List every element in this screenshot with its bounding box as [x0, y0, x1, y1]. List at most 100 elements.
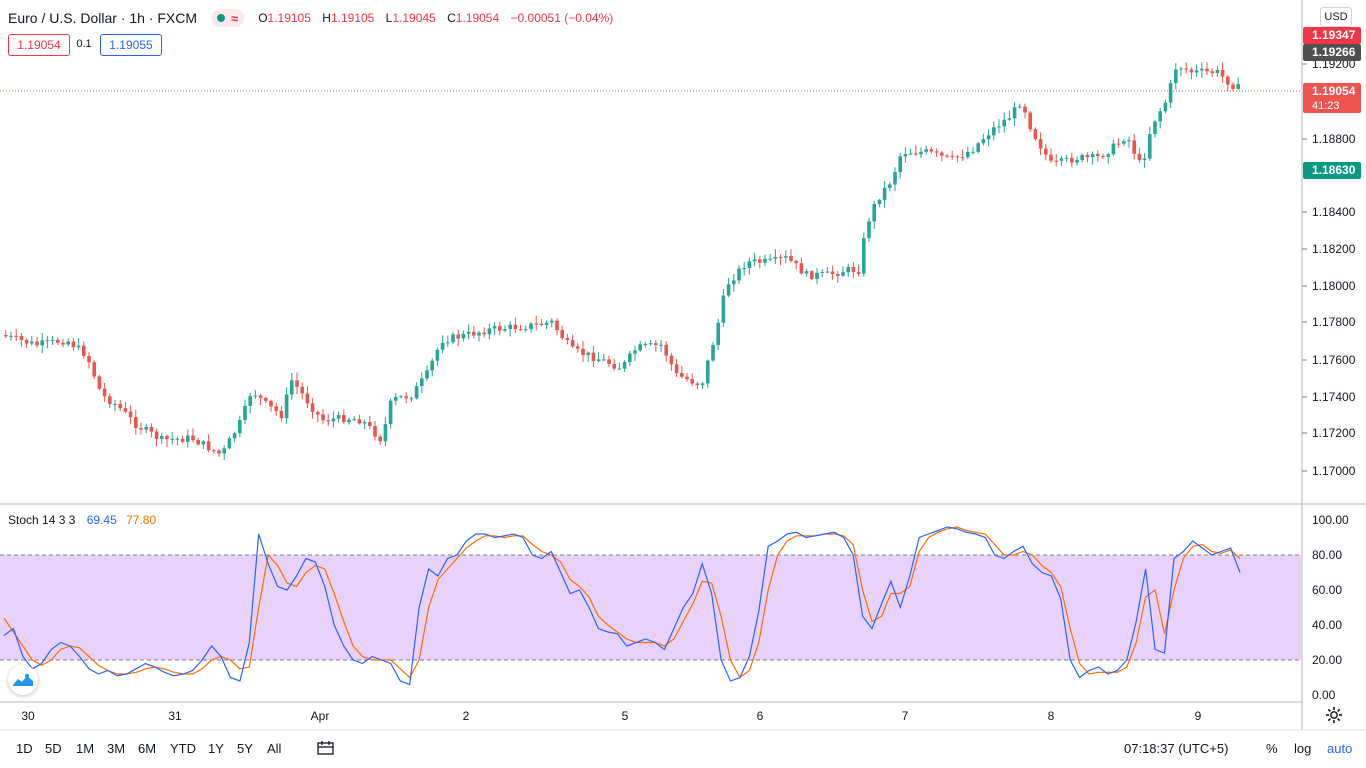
- candle-body: [950, 155, 954, 157]
- candle-body: [841, 272, 845, 276]
- time-tick-label: 6: [757, 709, 764, 723]
- candle-body: [529, 323, 533, 330]
- candle-body: [888, 184, 892, 188]
- candle-body: [253, 395, 258, 397]
- candle-body: [399, 396, 403, 398]
- candle-body: [82, 345, 86, 356]
- timeframe-1m[interactable]: 1M: [76, 741, 95, 756]
- candle-body: [882, 187, 887, 200]
- candle-body: [591, 352, 596, 361]
- timeframe-ytd[interactable]: YTD: [170, 741, 196, 756]
- candle-body: [149, 426, 154, 432]
- candle-body: [435, 349, 440, 361]
- candle-body: [50, 339, 55, 341]
- candle-body: [284, 394, 289, 419]
- candle-body: [508, 324, 512, 330]
- timeframe-3m[interactable]: 3M: [107, 741, 126, 756]
- candle-body: [461, 333, 466, 339]
- candle-body: [856, 272, 861, 274]
- candle-body: [295, 380, 299, 387]
- clock[interactable]: 07:18:37 (UTC+5): [1124, 741, 1229, 756]
- candle-body: [919, 151, 923, 155]
- price-tick-label: 1.18200: [1312, 242, 1356, 256]
- candle-body: [45, 340, 50, 342]
- symbol-title[interactable]: Euro / U.S. Dollar · 1h · FXCM: [8, 10, 198, 26]
- candle-body: [1174, 69, 1178, 84]
- candle-body: [669, 355, 674, 365]
- candle-body: [513, 324, 518, 330]
- candle-body: [799, 263, 804, 274]
- candle-body: [674, 364, 679, 374]
- candle-body: [534, 323, 538, 325]
- candle-body: [1220, 70, 1225, 77]
- percent-toggle[interactable]: %: [1266, 741, 1278, 756]
- time-tick-label: Apr: [311, 709, 330, 723]
- timeframe-5d[interactable]: 5D: [45, 741, 62, 756]
- candle-body: [544, 322, 549, 325]
- candle-body: [201, 441, 206, 445]
- candle-body: [778, 257, 783, 259]
- candle-body: [451, 334, 455, 343]
- candle-body: [976, 143, 980, 152]
- candle-body: [695, 383, 700, 386]
- timeframe-all[interactable]: All: [267, 741, 282, 756]
- price-tag: [1303, 162, 1361, 179]
- indicator-legend[interactable]: Stoch 14 3 3 69.45 77.80: [8, 513, 156, 527]
- candle-body: [633, 350, 637, 354]
- candle-body: [815, 272, 819, 279]
- candle-body: [820, 271, 824, 273]
- candle-body: [134, 417, 138, 428]
- data-delay-icon: ≈: [231, 10, 239, 26]
- log-toggle[interactable]: log: [1294, 741, 1312, 756]
- candle-body: [846, 267, 850, 273]
- candle-body: [347, 419, 351, 423]
- candle-body: [773, 257, 778, 259]
- candle-body: [1023, 106, 1027, 113]
- candle-body: [560, 330, 564, 339]
- candle-body: [576, 346, 580, 349]
- candle-body: [898, 156, 902, 173]
- candle-body: [430, 360, 434, 371]
- stoch-tick-label: 80.00: [1312, 548, 1342, 562]
- sell-button[interactable]: 1.19054: [8, 34, 70, 56]
- buy-button[interactable]: 1.19055: [100, 34, 162, 56]
- candle-body: [487, 328, 492, 335]
- candle-body: [586, 352, 590, 356]
- time-tick-label: 5: [622, 709, 629, 723]
- candle-body: [1236, 84, 1240, 89]
- tradingview-logo-icon[interactable]: [8, 665, 38, 695]
- candle-body: [409, 398, 414, 400]
- stoch-d-line: [3, 526, 1241, 679]
- candle-body: [1101, 156, 1105, 158]
- timeframe-6m[interactable]: 6M: [138, 741, 157, 756]
- date-range-icon[interactable]: [317, 741, 335, 756]
- candle-body: [477, 332, 481, 336]
- candle-body: [165, 436, 169, 440]
- timeframe-1d[interactable]: 1D: [16, 741, 33, 756]
- candle-body: [92, 362, 96, 377]
- market-status-badge[interactable]: ≈: [211, 9, 245, 27]
- settings-gear-icon[interactable]: [1325, 706, 1343, 724]
- candle-body: [1049, 154, 1053, 161]
- timeframe-1y[interactable]: 1Y: [208, 741, 224, 756]
- auto-toggle[interactable]: auto: [1327, 741, 1353, 756]
- candle-body: [191, 435, 195, 441]
- candle-body: [1226, 76, 1230, 85]
- candle-body: [414, 386, 419, 399]
- candle-body: [1148, 134, 1152, 159]
- change-value: −0.00051 (−0.04%): [510, 11, 614, 25]
- price-tags: 1.19347 1.19266 1.19054 41:23 1.18630: [1303, 27, 1361, 179]
- currency-button[interactable]: USD: [1320, 7, 1352, 27]
- candle-body: [924, 149, 928, 152]
- candle-body: [758, 259, 762, 263]
- timeframe-5y[interactable]: 5Y: [237, 741, 253, 756]
- price-tick-label: 1.17800: [1312, 315, 1356, 329]
- candle-body: [716, 322, 720, 345]
- time-tick-label: 9: [1195, 709, 1202, 723]
- candle-body: [997, 126, 1001, 128]
- candle-body: [440, 342, 445, 350]
- candle-body: [1012, 107, 1017, 119]
- candle-body: [648, 343, 653, 345]
- candle-body: [555, 320, 559, 331]
